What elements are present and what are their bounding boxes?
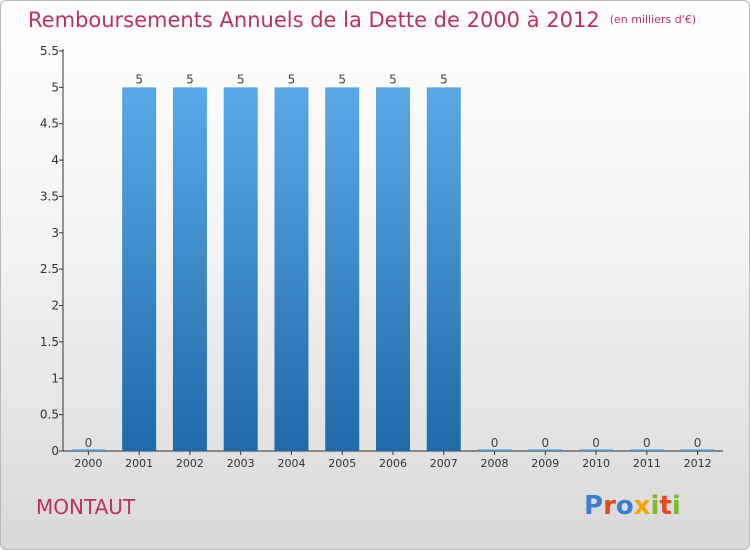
data-label-2009: 0 xyxy=(541,436,549,450)
x-tick-label-2011: 2011 xyxy=(633,457,661,470)
axes: 0 0.5 1 1.5 2 2.5 3 3.5 4 4.5 5 5.5 xyxy=(40,44,723,458)
logo-letter: t xyxy=(659,491,672,521)
commune-name: MONTAUT xyxy=(36,495,136,519)
x-tick-label-2009: 2009 xyxy=(531,457,559,470)
bar-2003 xyxy=(223,87,258,451)
y-tick-label: 3 xyxy=(51,226,59,240)
data-label-2007: 5 xyxy=(440,72,448,86)
data-label-2010: 0 xyxy=(592,436,600,450)
data-label-2006: 5 xyxy=(389,72,397,86)
logo-letter: r xyxy=(603,491,616,521)
labels: 0 2000 5 2001 5 2002 5 2003 5 2004 5 2005 5 2006 5 2007… xyxy=(74,72,711,470)
y-tick-label: 2 xyxy=(51,299,59,313)
bar-2004 xyxy=(274,87,309,451)
bar-2006 xyxy=(376,87,410,451)
bar-2001 xyxy=(122,87,157,451)
y-tick-label: 5.5 xyxy=(40,44,59,58)
y-tick-label: 4 xyxy=(51,153,59,167)
chart-title: Remboursements Annuels de la Dette de 20… xyxy=(28,8,696,32)
data-label-2011: 0 xyxy=(643,436,651,450)
y-tick-label: 0 xyxy=(51,444,59,458)
y-tick-label: 4.5 xyxy=(40,117,59,131)
bar-2010 xyxy=(579,449,614,451)
bar-2008 xyxy=(477,449,512,451)
data-label-2002: 5 xyxy=(186,72,194,86)
bar-2007 xyxy=(426,87,461,451)
bars xyxy=(71,87,715,451)
data-label-2008: 0 xyxy=(491,436,499,450)
x-tick-label-2010: 2010 xyxy=(582,457,610,470)
y-tick-label: 2.5 xyxy=(40,262,59,276)
data-label-2005: 5 xyxy=(338,72,346,86)
y-tick-label: 3.5 xyxy=(40,189,59,203)
data-label-2000: 0 xyxy=(85,436,93,450)
x-tick-label-2006: 2006 xyxy=(379,457,407,470)
y-tick-label: 0.5 xyxy=(40,408,59,422)
logo-letter: i xyxy=(671,491,681,521)
y-tick-label: 1 xyxy=(51,371,59,385)
x-tick-label-2007: 2007 xyxy=(430,457,458,470)
logo-letter: o xyxy=(615,491,634,521)
data-label-2012: 0 xyxy=(694,436,702,450)
data-label-2004: 5 xyxy=(288,72,296,86)
x-tick-label-2003: 2003 xyxy=(227,457,255,470)
logo-letter: P xyxy=(584,491,604,521)
bar-2002 xyxy=(172,87,207,451)
x-tick-label-2002: 2002 xyxy=(176,457,204,470)
x-tick-label-2012: 2012 xyxy=(684,457,712,470)
logo-letter: i xyxy=(650,491,660,521)
x-tick-label-2005: 2005 xyxy=(328,457,356,470)
x-tick-label-2000: 2000 xyxy=(74,457,102,470)
x-tick-label-2001: 2001 xyxy=(125,457,153,470)
y-tick-label: 5 xyxy=(51,80,59,94)
data-label-2001: 5 xyxy=(135,72,143,86)
bar-2012 xyxy=(680,449,715,451)
unit-label: (en milliers d'€) xyxy=(609,13,696,26)
bar-2000 xyxy=(71,449,106,451)
x-tick-label-2008: 2008 xyxy=(481,457,509,470)
logo-letter: x xyxy=(633,491,651,521)
y-tick-label: 1.5 xyxy=(40,335,59,349)
proxiti-logo: Proxiti xyxy=(584,491,681,521)
bar-2009 xyxy=(528,449,563,451)
data-label-2003: 5 xyxy=(237,72,245,86)
x-tick-label-2004: 2004 xyxy=(277,457,305,470)
bar-2005 xyxy=(325,87,360,451)
bar-2011 xyxy=(629,449,664,451)
